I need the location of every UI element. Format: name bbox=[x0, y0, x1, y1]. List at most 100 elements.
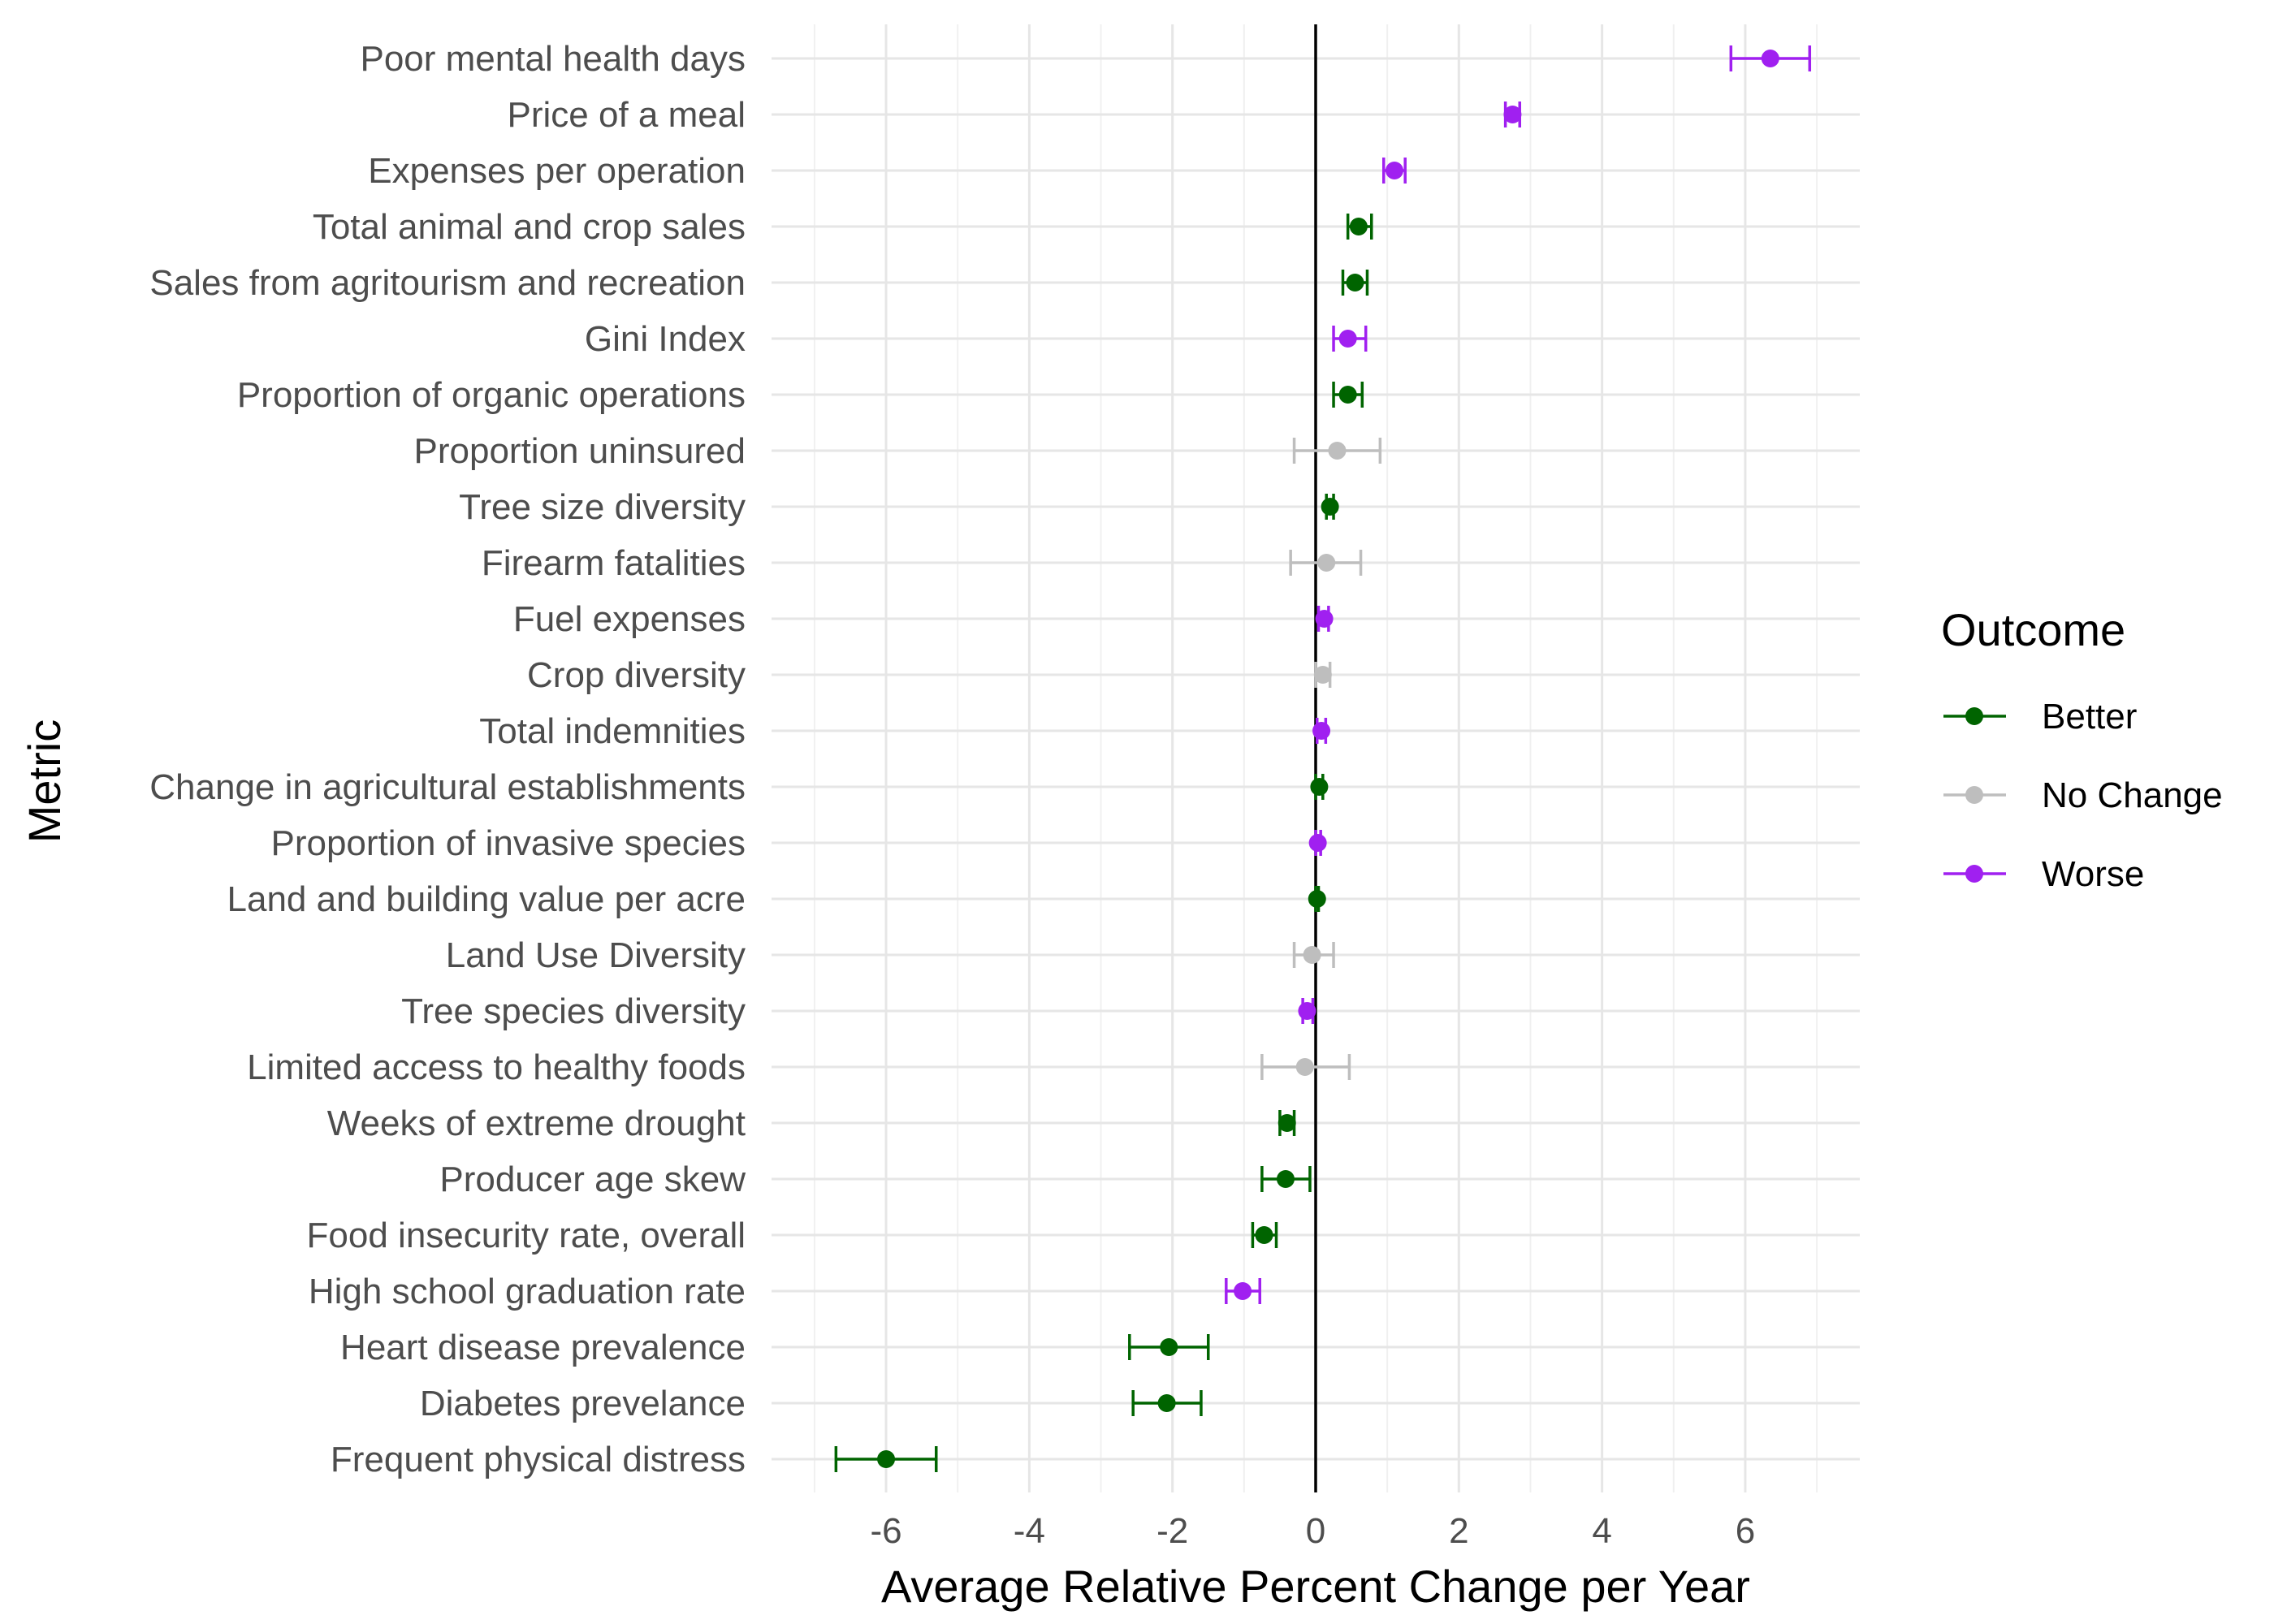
y-tick-label: Limited access to healthy foods bbox=[247, 1047, 746, 1087]
legend-key-point bbox=[1965, 865, 1983, 883]
legend-label: Worse bbox=[2042, 854, 2144, 894]
y-tick-label: Proportion of invasive species bbox=[270, 823, 746, 863]
legend-entry: Worse bbox=[1943, 854, 2144, 894]
data-point-group bbox=[1128, 1334, 1210, 1360]
x-tick-label: 4 bbox=[1592, 1511, 1611, 1551]
y-tick-label: Weeks of extreme drought bbox=[327, 1104, 746, 1143]
data-point-group bbox=[1313, 662, 1332, 688]
legend: Outcome Better No Change Worse bbox=[1941, 604, 2223, 894]
data-point-group bbox=[1308, 830, 1327, 856]
data-point bbox=[1308, 834, 1327, 852]
y-tick-label: Crop diversity bbox=[527, 655, 746, 695]
y-tick-label: Diabetes prevelance bbox=[420, 1384, 746, 1423]
y-tick-label: Tree species diversity bbox=[401, 991, 746, 1031]
x-axis-title: Average Relative Percent Change per Year bbox=[881, 1561, 1750, 1612]
x-tick-label: 0 bbox=[1306, 1511, 1325, 1551]
data-point bbox=[1303, 946, 1321, 964]
data-point bbox=[1338, 386, 1357, 404]
data-point bbox=[1276, 1170, 1295, 1188]
data-point-group bbox=[1332, 382, 1364, 408]
legend-key-point bbox=[1965, 707, 1983, 725]
y-tick-label: Expenses per operation bbox=[368, 151, 746, 191]
legend-entry: No Change bbox=[1943, 775, 2223, 815]
y-tick-label: Poor mental health days bbox=[360, 39, 746, 79]
data-point-group bbox=[1260, 1054, 1351, 1080]
y-tick-label: Total animal and crop sales bbox=[313, 207, 746, 247]
x-tick-label: -6 bbox=[870, 1511, 901, 1551]
y-tick-label: Sales from agritourism and recreation bbox=[149, 263, 746, 303]
data-point-group bbox=[1298, 998, 1316, 1024]
data-point bbox=[1310, 778, 1329, 796]
y-tick-label: Total indemnities bbox=[479, 711, 746, 751]
y-tick-label: Firearm fatalities bbox=[482, 543, 746, 583]
data-marks bbox=[834, 45, 1812, 1472]
y-tick-label: Producer age skew bbox=[439, 1160, 746, 1199]
data-point-group bbox=[1289, 550, 1363, 576]
data-point bbox=[1317, 554, 1336, 572]
data-point-group bbox=[1729, 45, 1812, 71]
x-tick-label: 2 bbox=[1449, 1511, 1468, 1551]
data-point-group bbox=[1308, 886, 1326, 912]
data-point bbox=[1338, 330, 1357, 348]
data-point-group bbox=[1346, 214, 1373, 240]
x-tick-label: 6 bbox=[1736, 1511, 1755, 1551]
legend-title: Outcome bbox=[1941, 604, 2125, 655]
data-point-group bbox=[1321, 494, 1339, 520]
y-tick-label: Tree size diversity bbox=[459, 487, 746, 527]
data-point bbox=[1503, 106, 1522, 123]
data-point-group bbox=[1292, 942, 1335, 968]
data-point bbox=[877, 1450, 896, 1468]
data-point bbox=[1328, 442, 1347, 460]
data-point-group bbox=[1382, 158, 1407, 184]
y-tick-label: Change in agricultural establishments bbox=[149, 767, 746, 807]
data-point bbox=[1315, 610, 1334, 628]
y-tick-label: Price of a meal bbox=[508, 95, 746, 135]
data-point-group bbox=[1315, 606, 1334, 632]
data-point-group bbox=[834, 1446, 938, 1472]
legend-label: No Change bbox=[2042, 775, 2223, 815]
y-tick-label: Land and building value per acre bbox=[227, 879, 746, 919]
data-point-group bbox=[1225, 1278, 1261, 1304]
data-point-group bbox=[1278, 1110, 1296, 1136]
y-tick-label: High school graduation rate bbox=[309, 1272, 746, 1311]
x-tick-labels: -6 -4 -2 0 2 4 6 bbox=[870, 1511, 1755, 1551]
data-point bbox=[1298, 1002, 1316, 1020]
data-point bbox=[1157, 1394, 1176, 1412]
data-point bbox=[1308, 890, 1326, 908]
y-tick-label: Land Use Diversity bbox=[446, 935, 746, 975]
data-point bbox=[1234, 1282, 1252, 1300]
data-point bbox=[1346, 274, 1364, 292]
y-tick-label: Heart disease prevalence bbox=[340, 1328, 746, 1367]
legend-entry: Better bbox=[1943, 697, 2137, 736]
data-point bbox=[1313, 666, 1332, 684]
data-point-group bbox=[1260, 1166, 1312, 1192]
x-tick-label: -4 bbox=[1014, 1511, 1045, 1551]
y-tick-label: Food insecurity rate, overall bbox=[307, 1216, 746, 1255]
y-tick-label: Proportion uninsured bbox=[414, 431, 746, 471]
y-tick-label: Gini Index bbox=[585, 319, 746, 359]
data-point-group bbox=[1341, 270, 1369, 296]
y-tick-label: Frequent physical distress bbox=[331, 1440, 746, 1479]
data-point bbox=[1385, 162, 1403, 179]
data-point bbox=[1761, 50, 1779, 67]
data-point-group bbox=[1292, 438, 1382, 464]
data-point-group bbox=[1312, 718, 1331, 744]
data-point-group bbox=[1332, 326, 1368, 352]
minor-gridlines bbox=[813, 24, 1818, 1492]
data-point bbox=[1255, 1226, 1273, 1244]
y-axis-title: Metric bbox=[19, 719, 70, 843]
y-tick-label: Fuel expenses bbox=[513, 599, 746, 639]
data-point bbox=[1349, 218, 1368, 235]
data-point-group bbox=[1310, 774, 1329, 800]
data-point bbox=[1160, 1338, 1178, 1356]
y-tick-labels: Poor mental health days Price of a meal Ex… bbox=[149, 39, 746, 1479]
legend-label: Better bbox=[2042, 697, 2137, 736]
data-point-group bbox=[1503, 102, 1522, 127]
data-point bbox=[1321, 498, 1339, 516]
x-tick-label: -2 bbox=[1156, 1511, 1188, 1551]
data-point bbox=[1278, 1114, 1296, 1132]
y-tick-label: Proportion of organic operations bbox=[237, 375, 746, 415]
data-point bbox=[1312, 722, 1331, 740]
data-point-group bbox=[1251, 1222, 1278, 1248]
